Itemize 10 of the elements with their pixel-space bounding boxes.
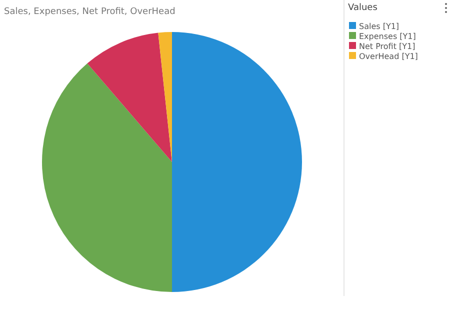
legend-label: Expenses [Y1]	[359, 32, 416, 41]
pie-slice	[172, 32, 302, 292]
legend-title: Values	[348, 3, 378, 13]
legend-label: Sales [Y1]	[359, 22, 400, 31]
pie-slice	[158, 32, 172, 162]
legend-label: Net Profit [Y1]	[359, 42, 416, 51]
pie-slice	[87, 32, 172, 162]
pie-slice	[42, 63, 172, 292]
legend-label: OverHead [Y1]	[359, 52, 418, 61]
chart-title: Sales, Expenses, Net Profit, OverHead	[4, 7, 176, 17]
